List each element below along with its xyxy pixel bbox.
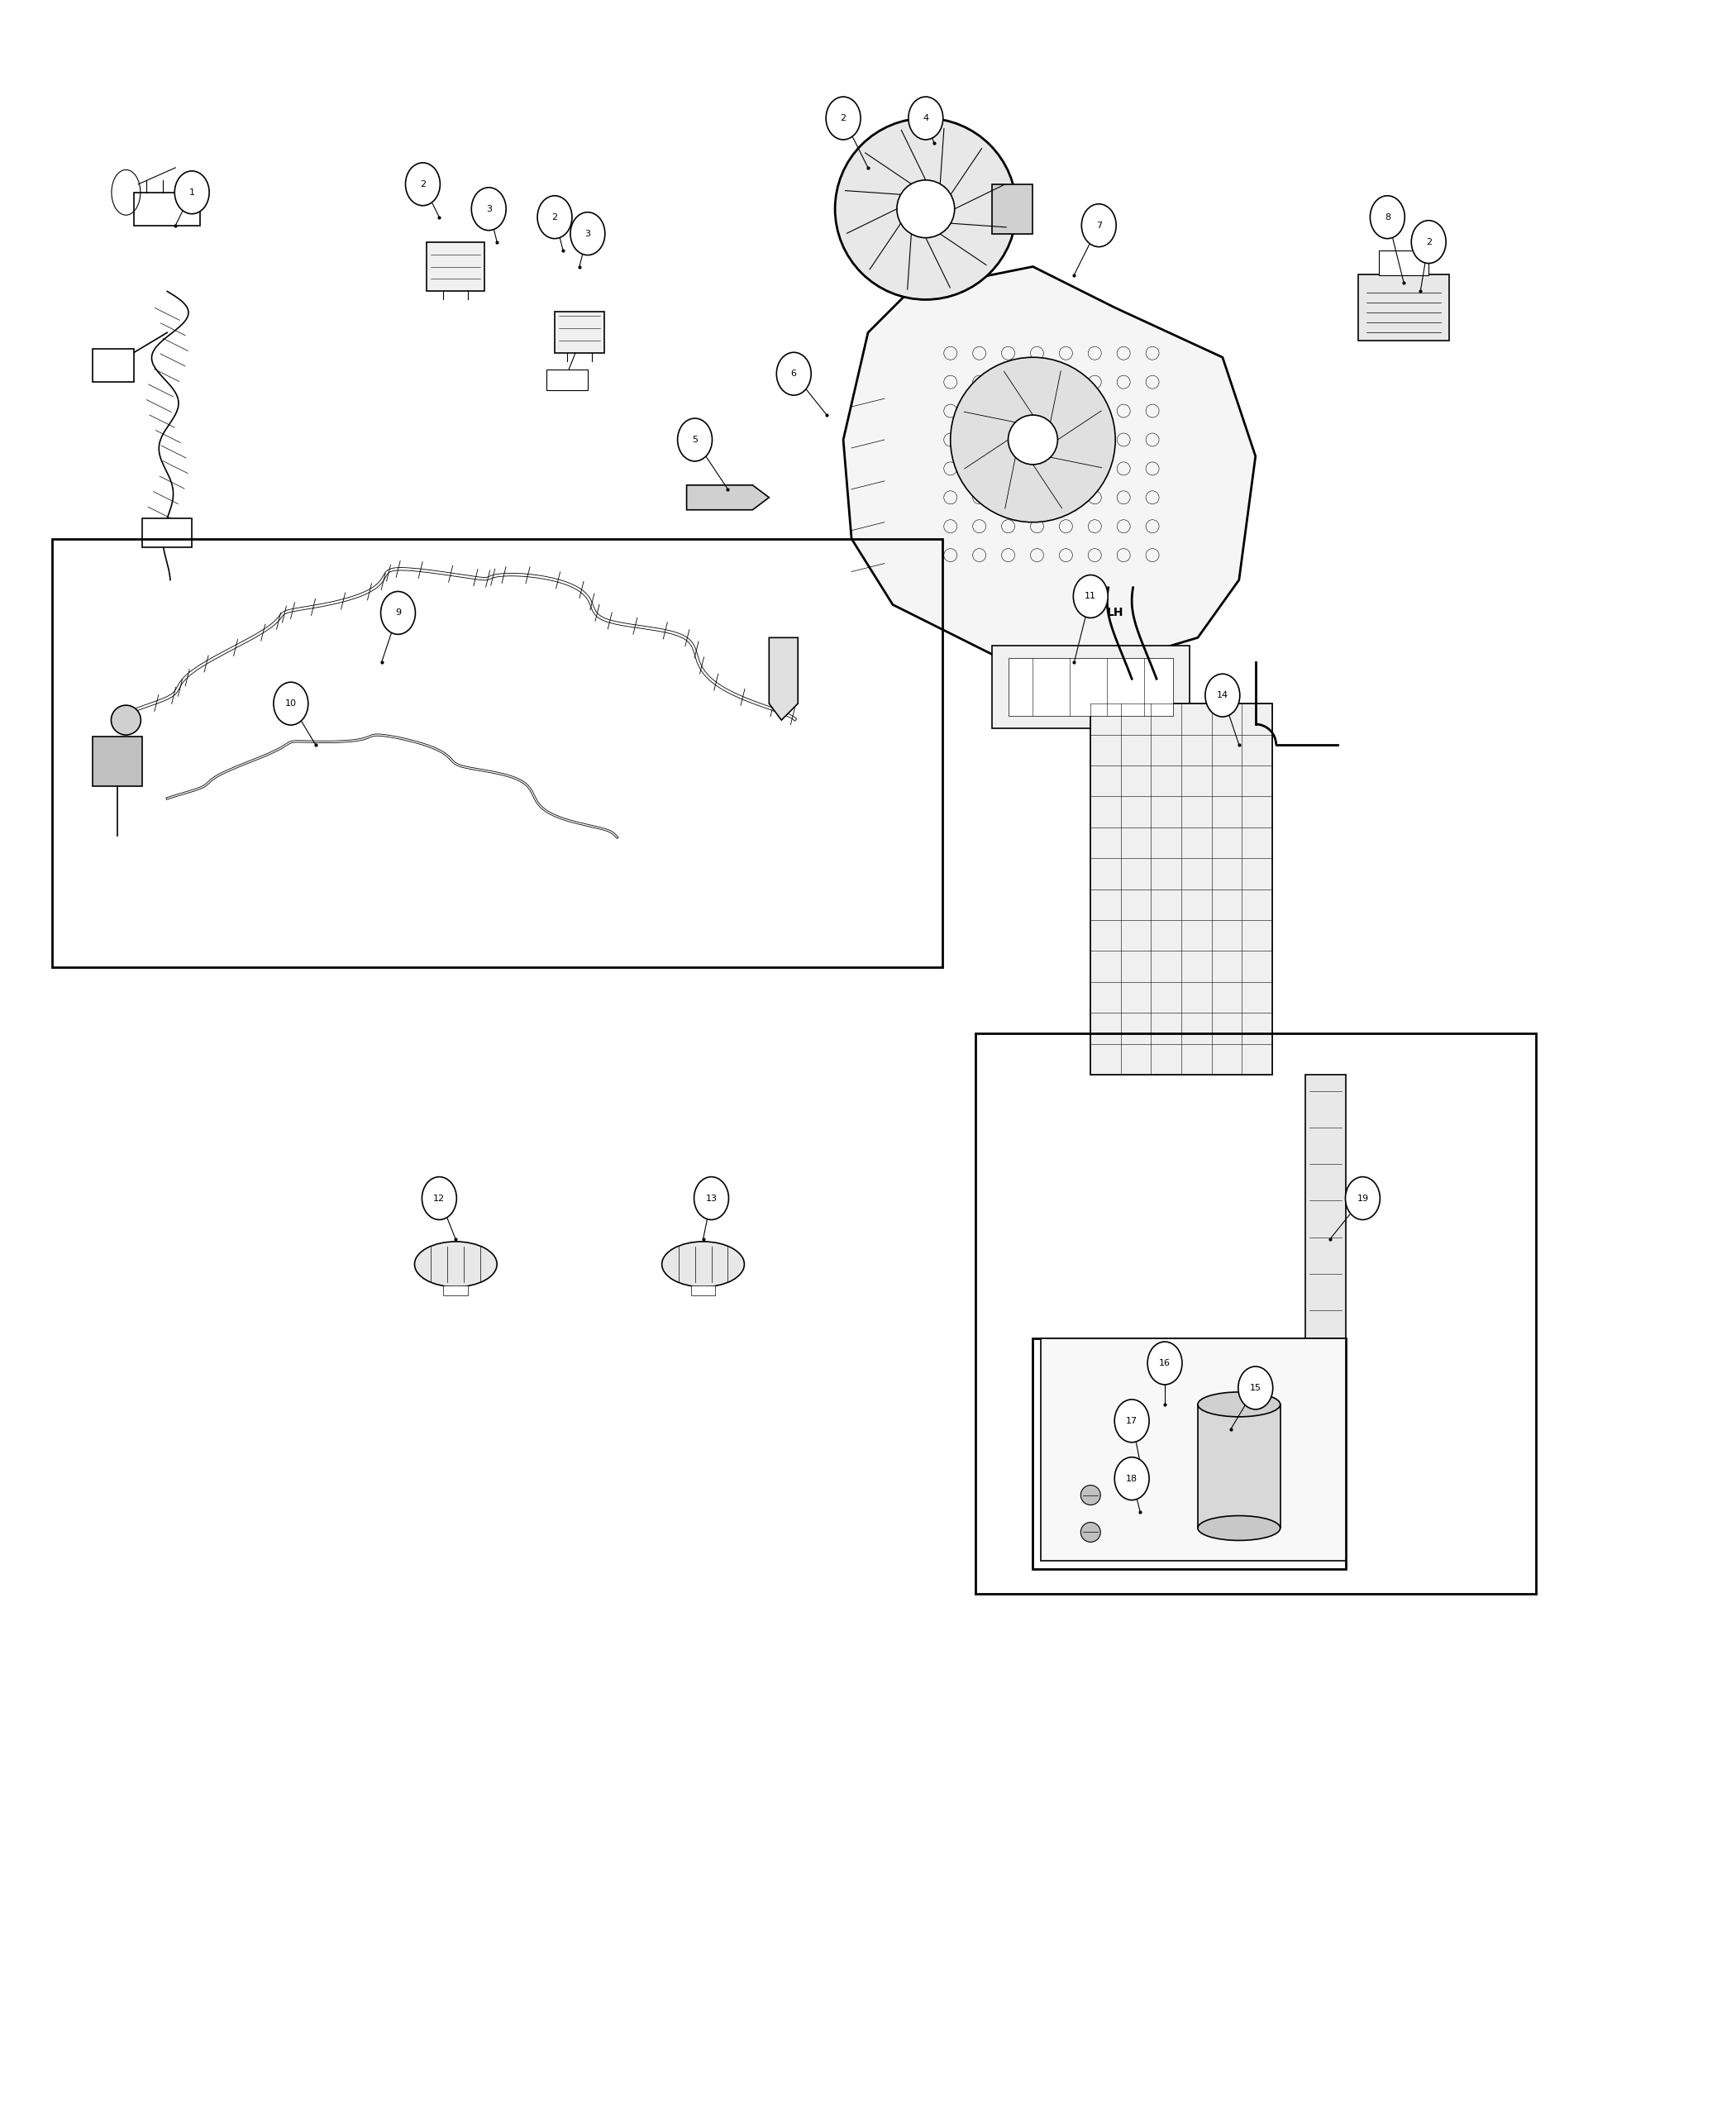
Ellipse shape: [661, 1242, 745, 1286]
Text: 15: 15: [1250, 1383, 1262, 1391]
Text: 10: 10: [285, 700, 297, 708]
Text: 2: 2: [552, 213, 557, 221]
Bar: [443, 1286, 469, 1294]
Text: 12: 12: [434, 1193, 444, 1202]
Bar: [134, 192, 200, 226]
Circle shape: [1082, 1486, 1101, 1505]
Ellipse shape: [1205, 675, 1240, 717]
Bar: [94, 736, 142, 786]
Ellipse shape: [1198, 1391, 1279, 1417]
Ellipse shape: [1147, 1343, 1182, 1385]
Text: 3: 3: [585, 230, 590, 238]
Ellipse shape: [1411, 221, 1446, 264]
Bar: [691, 1286, 715, 1294]
Bar: [991, 645, 1189, 729]
Text: 11: 11: [1085, 592, 1097, 601]
Bar: [1378, 251, 1429, 274]
Ellipse shape: [694, 1176, 729, 1221]
Ellipse shape: [1082, 204, 1116, 247]
Ellipse shape: [1115, 1400, 1149, 1442]
Text: 2: 2: [1425, 238, 1432, 247]
Circle shape: [111, 706, 141, 736]
Ellipse shape: [415, 1242, 496, 1286]
Ellipse shape: [908, 97, 943, 139]
Ellipse shape: [1115, 1457, 1149, 1501]
Bar: [1009, 658, 1174, 717]
Ellipse shape: [472, 188, 507, 230]
Bar: [1198, 1404, 1279, 1528]
Ellipse shape: [677, 417, 712, 462]
Ellipse shape: [826, 97, 861, 139]
Bar: [94, 350, 134, 382]
Bar: [1033, 1339, 1345, 1568]
Text: 6: 6: [792, 369, 797, 377]
Text: 14: 14: [1217, 691, 1229, 700]
Ellipse shape: [175, 171, 210, 213]
Text: 19: 19: [1358, 1193, 1368, 1202]
Ellipse shape: [1238, 1366, 1272, 1410]
Polygon shape: [769, 637, 799, 721]
Text: 4: 4: [924, 114, 929, 122]
Text: 8: 8: [1385, 213, 1391, 221]
Polygon shape: [687, 485, 769, 510]
Text: 2: 2: [840, 114, 845, 122]
Bar: [1305, 1075, 1345, 1364]
Text: 18: 18: [1127, 1473, 1137, 1482]
Ellipse shape: [571, 213, 604, 255]
Ellipse shape: [1370, 196, 1404, 238]
Ellipse shape: [538, 196, 571, 238]
Bar: [1042, 1339, 1345, 1562]
Ellipse shape: [422, 1176, 457, 1221]
Bar: [1090, 704, 1272, 1075]
Ellipse shape: [380, 592, 415, 635]
Text: 13: 13: [705, 1193, 717, 1202]
Bar: [556, 312, 604, 354]
Bar: [52, 540, 943, 968]
Polygon shape: [844, 266, 1255, 662]
Text: LH: LH: [1108, 607, 1123, 618]
Text: 17: 17: [1127, 1417, 1137, 1425]
Bar: [142, 519, 193, 546]
Text: 7: 7: [1095, 221, 1102, 230]
Bar: [976, 1033, 1536, 1594]
Text: 2: 2: [420, 179, 425, 188]
Text: 9: 9: [396, 609, 401, 618]
Ellipse shape: [776, 352, 811, 394]
Text: 16: 16: [1160, 1360, 1170, 1368]
Circle shape: [835, 118, 1016, 299]
Circle shape: [950, 358, 1115, 523]
Ellipse shape: [1073, 575, 1108, 618]
Ellipse shape: [274, 683, 309, 725]
Circle shape: [898, 179, 955, 238]
Bar: [547, 369, 589, 390]
Ellipse shape: [1198, 1516, 1279, 1541]
Bar: [991, 183, 1033, 234]
Ellipse shape: [406, 162, 441, 207]
Text: 3: 3: [486, 204, 491, 213]
Circle shape: [1009, 415, 1057, 464]
Text: 1: 1: [189, 188, 194, 196]
Ellipse shape: [1345, 1176, 1380, 1221]
Bar: [427, 242, 484, 291]
Text: 5: 5: [693, 436, 698, 445]
Bar: [1359, 274, 1450, 341]
Circle shape: [1082, 1522, 1101, 1543]
